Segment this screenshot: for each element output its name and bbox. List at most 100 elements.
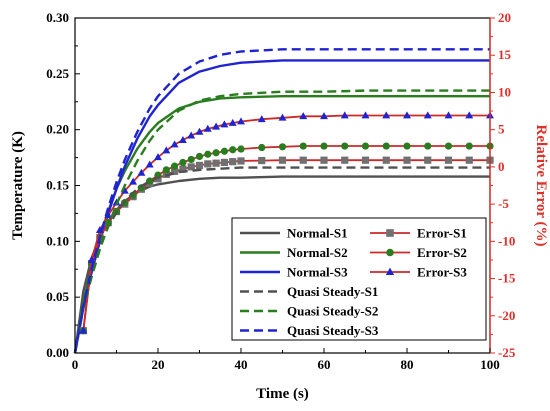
- legend-item: Error-S1: [370, 226, 467, 241]
- marker-square: [361, 156, 370, 164]
- marker-triangle: [129, 177, 138, 185]
- y-tick-label: 0.25: [46, 66, 69, 81]
- y-tick-label: 0.30: [46, 10, 69, 25]
- marker-triangle: [145, 160, 154, 168]
- marker-circle: [320, 142, 328, 150]
- marker-circle: [179, 158, 187, 167]
- marker-triangle: [162, 146, 171, 154]
- series-layer: [73, 48, 494, 354]
- legend-label: Quasi Steady-S3: [287, 323, 379, 338]
- marker-square: [424, 156, 432, 164]
- marker-triangle: [423, 111, 432, 119]
- marker-circle: [361, 142, 370, 150]
- marker-circle: [212, 149, 220, 157]
- legend-item: Quasi Steady-S2: [240, 304, 378, 319]
- marker-triangle: [320, 112, 328, 120]
- legend-item: Quasi Steady-S3: [240, 323, 379, 338]
- marker-triangle: [385, 267, 395, 276]
- legend-item: Normal-S2: [240, 245, 348, 260]
- y2-tick-label: 20: [498, 10, 511, 25]
- marker-triangle: [228, 118, 237, 126]
- marker-square: [299, 156, 307, 164]
- marker-square: [171, 167, 179, 175]
- marker-square: [229, 158, 237, 166]
- marker-triangle: [444, 111, 453, 119]
- marker-circle: [187, 155, 195, 164]
- legend-item: Quasi Steady-S1: [240, 284, 378, 299]
- marker-square: [403, 156, 411, 164]
- legend-box: [231, 217, 487, 341]
- marker-square: [444, 156, 453, 164]
- legend-label: Normal-S3: [287, 265, 348, 280]
- x-tick-label: 40: [235, 357, 248, 372]
- x-tick-label: 100: [480, 357, 500, 372]
- marker-triangle: [465, 111, 474, 119]
- marker-square: [187, 163, 195, 171]
- series-line: [73, 48, 490, 354]
- y2-tick-label: -10: [498, 233, 515, 248]
- legend-label: Quasi Steady-S1: [287, 284, 378, 299]
- marker-triangle: [187, 131, 196, 139]
- marker-circle: [237, 145, 245, 153]
- legend-item: Error-S2: [370, 245, 467, 260]
- y2-tick-label: 5: [498, 122, 505, 137]
- marker-square: [320, 156, 328, 164]
- marker-circle: [299, 142, 307, 150]
- marker-square: [204, 160, 212, 168]
- marker-circle: [403, 142, 411, 150]
- series-line: [73, 89, 490, 354]
- y-tick-label: 0.20: [46, 122, 69, 137]
- marker-triangle: [257, 115, 266, 123]
- y2-tick-label: -15: [498, 271, 516, 286]
- legend-item: Normal-S1: [240, 226, 348, 241]
- y2-tick-label: 10: [498, 84, 511, 99]
- legend-item: Error-S3: [370, 265, 467, 280]
- marker-square: [278, 156, 287, 164]
- y-tick-label: 0.10: [46, 233, 69, 248]
- marker-circle: [444, 142, 453, 150]
- marker-triangle: [403, 111, 411, 119]
- legend: Normal-S1 Error-S1 Normal-S2 Error-S2 Normal…: [231, 217, 487, 341]
- marker-circle: [162, 166, 170, 174]
- marker-triangle: [340, 111, 349, 119]
- y2-tick-label: -25: [498, 345, 516, 360]
- y-tick-label: 0.05: [46, 289, 69, 304]
- marker-triangle: [154, 153, 162, 161]
- marker-circle: [204, 150, 212, 158]
- marker-circle: [341, 142, 349, 150]
- series-quasi-steady-s3: [73, 48, 490, 354]
- marker-square: [179, 165, 187, 173]
- x-tick-label: 60: [318, 357, 331, 372]
- marker-triangle: [170, 140, 179, 148]
- series-quasi-steady-s2: [73, 89, 490, 354]
- marker-circle: [465, 142, 473, 150]
- y-tick-label: 0.00: [46, 345, 69, 360]
- marker-triangle: [220, 120, 229, 128]
- ticks-layer: 0 20 40 60 80 1000.000.050.100.150.200.250.30…: [46, 10, 516, 372]
- marker-circle: [229, 146, 237, 154]
- y2-tick-label: -5: [498, 196, 509, 211]
- marker-square: [382, 156, 390, 164]
- marker-square: [258, 156, 266, 165]
- legend-label: Error-S2: [417, 245, 467, 260]
- marker-square: [341, 156, 349, 164]
- legend-item: Normal-S3: [240, 265, 348, 280]
- marker-triangle: [79, 326, 88, 334]
- marker-circle: [258, 143, 266, 152]
- y2-tick-label: 15: [498, 47, 512, 62]
- y2-tick-label: -20: [498, 308, 515, 323]
- legend-label: Normal-S1: [287, 226, 348, 241]
- marker-triangle: [137, 168, 146, 176]
- marker-triangle: [361, 111, 370, 119]
- marker-square: [386, 229, 394, 237]
- marker-square: [220, 158, 228, 167]
- x-tick-label: 80: [401, 357, 414, 372]
- x-tick-label: 20: [152, 357, 165, 372]
- marker-circle: [278, 143, 287, 151]
- series-error-s3: [79, 111, 494, 334]
- y2-axis-title: Relative Error (%): [533, 125, 549, 247]
- x-axis-title: Time (s): [256, 386, 309, 402]
- legend-label: Quasi Steady-S2: [287, 304, 378, 319]
- marker-square: [212, 159, 220, 167]
- y-tick-label: 0.15: [46, 178, 69, 193]
